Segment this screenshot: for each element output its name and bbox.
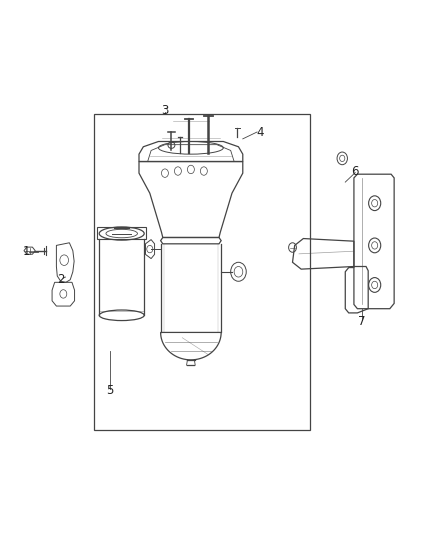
Text: 6: 6 xyxy=(351,165,359,178)
Text: 5: 5 xyxy=(106,384,114,397)
Text: 4: 4 xyxy=(256,125,264,139)
Bar xyxy=(94,114,310,430)
Text: 2: 2 xyxy=(57,273,65,286)
Text: 7: 7 xyxy=(358,316,365,328)
Text: 1: 1 xyxy=(23,245,30,258)
Text: 3: 3 xyxy=(161,104,169,117)
